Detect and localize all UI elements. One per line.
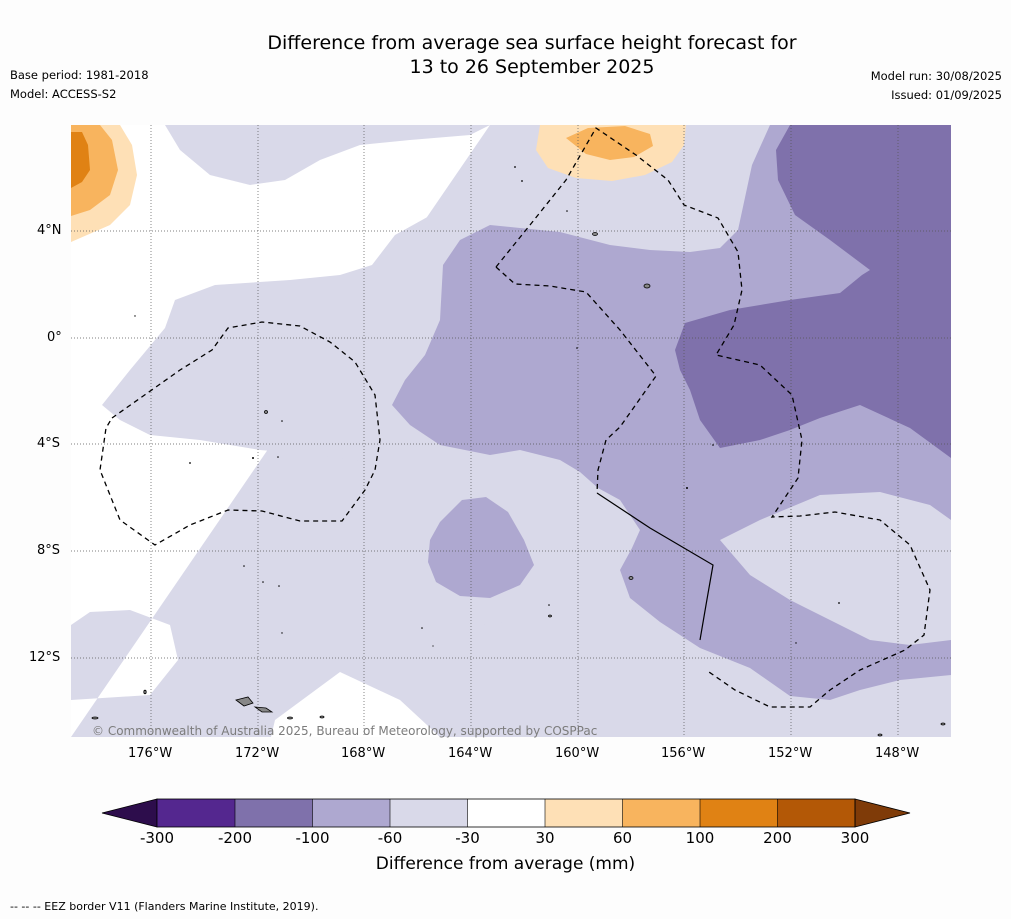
lat-label-0: 0°: [47, 330, 62, 345]
colorbar-title: Difference from average (mm): [375, 854, 636, 874]
issued-label: Issued: 01/09/2025: [891, 88, 1002, 102]
colorbar-tick-label: 300: [840, 829, 870, 847]
model-run-label: Model run: 30/08/2025: [870, 69, 1002, 83]
colorbar-segment-6: [545, 799, 623, 827]
colorbar-segment-5: [467, 799, 545, 827]
colorbar-tick-label: -30: [455, 829, 480, 847]
colorbar-segment-3: [312, 799, 390, 827]
colorbar-tick-label: -200: [217, 829, 253, 847]
colorbar-tick-label: -100: [295, 829, 330, 847]
lon-label-160w: 160°W: [555, 746, 600, 761]
samoa-island-upolu: [235, 696, 254, 707]
colorbar-tick-label: 200: [763, 829, 792, 847]
colorbar: [101, 798, 911, 828]
lon-label-168w: 168°W: [341, 746, 386, 761]
figure-title-line1: Difference from average sea surface heig…: [267, 32, 797, 54]
colorbar-tick-label: 60: [612, 829, 633, 847]
anomaly-region-high-north: [566, 126, 653, 160]
anomaly-region-low-south: [428, 497, 534, 598]
anomaly-region-slightly-low-north: [165, 125, 490, 185]
atolls: [134, 166, 840, 647]
eez-border-central: [495, 127, 931, 708]
lat-label-12s: 12°S: [29, 650, 61, 665]
samoa-island-tutuila: [253, 706, 274, 713]
colorbar-segment-8: [700, 799, 778, 827]
anomaly-region-low-strong: [675, 125, 951, 458]
lon-label-164w: 164°W: [448, 746, 493, 761]
model-label: Model: ACCESS-S2: [10, 87, 117, 101]
copyright-notice: © Commonwealth of Australia 2025, Bureau…: [92, 724, 598, 738]
lon-label-152w: 152°W: [768, 746, 813, 761]
figure-title-line2: 13 to 26 September 2025: [409, 56, 655, 78]
lat-label-4s: 4°S: [37, 436, 61, 451]
colorbar-segment-7: [622, 799, 700, 827]
maritime-boundary-solid: [596, 492, 714, 641]
eez-borders: [99, 127, 931, 708]
colorbar-tick-label: 30: [535, 829, 555, 847]
lat-label-4n: 4°N: [37, 223, 62, 238]
colorbar-tick-label: -60: [377, 829, 403, 847]
map-plot-area: [71, 125, 951, 737]
lon-label-176w: 176°W: [128, 746, 173, 761]
colorbar-tick-label: 100: [685, 829, 715, 847]
eez-legend-note: -- -- -- EEZ border V11 (Flanders Marine…: [10, 900, 319, 913]
lat-label-8s: 8°S: [37, 543, 61, 558]
lon-label-156w: 156°W: [661, 746, 706, 761]
colorbar-over-extension: [854, 798, 911, 828]
eez-border-west: [99, 321, 381, 546]
colorbar-under-extension: [101, 798, 158, 828]
colorbar-segment-1: [157, 799, 235, 827]
islands: [91, 232, 946, 737]
graticule: [71, 125, 951, 737]
base-period-label: Base period: 1981-2018: [10, 68, 149, 82]
lon-label-148w: 148°W: [875, 746, 920, 761]
colorbar-segment-9: [777, 799, 855, 827]
colorbar-tick-label: -300: [139, 829, 175, 847]
colorbar-segment-2: [235, 799, 313, 827]
lon-label-172w: 172°W: [235, 746, 280, 761]
anomaly-region-higher-northwest: [71, 132, 90, 188]
colorbar-segment-4: [390, 799, 468, 827]
